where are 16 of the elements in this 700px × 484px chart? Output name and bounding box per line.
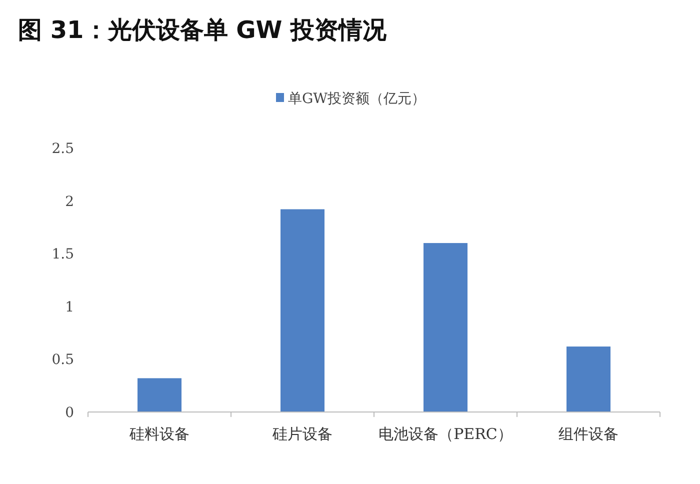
y-tick-label: 1 bbox=[65, 299, 74, 316]
y-tick-label: 2 bbox=[65, 194, 74, 210]
y-tick-label: 2.5 bbox=[52, 141, 74, 157]
bar bbox=[566, 346, 610, 412]
y-tick-label: 1.5 bbox=[52, 246, 74, 263]
bar bbox=[138, 378, 182, 412]
y-tick-label: 0.5 bbox=[52, 352, 74, 368]
y-tick-label: 0 bbox=[65, 405, 74, 421]
chart-title: 图 31：光伏设备单 GW 投资情况 bbox=[18, 16, 388, 44]
bar bbox=[280, 209, 324, 412]
bar bbox=[424, 243, 468, 412]
x-tick-label: 硅料设备 bbox=[128, 425, 190, 443]
x-tick-label: 硅片设备 bbox=[272, 425, 332, 443]
legend-label: 单GW投资额（亿元） bbox=[288, 91, 426, 107]
x-tick-label: 组件设备 bbox=[558, 425, 618, 443]
x-tick-label: 电池设备（PERC） bbox=[378, 425, 512, 443]
